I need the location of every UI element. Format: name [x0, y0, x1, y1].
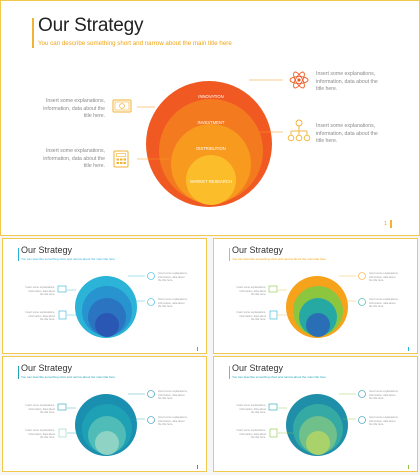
atom-icon	[358, 272, 366, 280]
thumb-subtitle: You can describe something short and nar…	[232, 257, 326, 261]
layer-label: MARKET RESEARCH	[190, 179, 232, 184]
title-accent-bar	[229, 248, 230, 261]
left-description-2: Insert some explanations, information, d…	[25, 429, 55, 440]
right-description-1: Insert some explanations, information, d…	[316, 71, 378, 93]
thumb-title: Our Strategy	[232, 363, 284, 373]
right-description-2: Insert some explanations, information, d…	[158, 416, 188, 427]
page-accent-bar	[390, 220, 392, 228]
thumb-title: Our Strategy	[232, 245, 284, 255]
page-accent-bar	[197, 465, 198, 469]
thumb-subtitle: You can describe something short and nar…	[232, 375, 326, 379]
money-icon	[57, 403, 67, 411]
title-accent-bar	[18, 366, 19, 379]
left-description-2: Insert some explanations, information, d…	[25, 311, 55, 322]
thumb-diagram	[57, 390, 155, 456]
thumb-subtitle: You can describe something short and nar…	[21, 375, 115, 379]
left-description-1: Insert some explanations, information, d…	[25, 286, 55, 297]
thumb-diagram	[268, 390, 366, 456]
thumbnail-teal[interactable]: Our Strategy You can describe something …	[2, 356, 207, 472]
page-accent-bar	[408, 347, 409, 351]
left-description-1: Insert some explanations, information, d…	[236, 404, 266, 415]
right-description-2: Insert some explanations, information, d…	[158, 298, 188, 309]
calculator-icon	[269, 310, 278, 320]
page-accent-bar	[197, 347, 198, 351]
thumbnail-green-teal[interactable]: Our Strategy You can describe something …	[213, 356, 418, 472]
right-description-2: Insert some explanations, information, d…	[369, 298, 399, 309]
thumbnail-blue[interactable]: Our Strategy You can describe something …	[2, 238, 207, 354]
left-description-1: Insert some explanations, information, d…	[25, 404, 55, 415]
thumb-title: Our Strategy	[21, 363, 73, 373]
title-accent-bar	[32, 18, 34, 48]
left-description-1: Insert some explanations, information, d…	[236, 286, 266, 297]
layer-label: DISTRIBUTION	[196, 146, 226, 151]
right-description-2: Insert some explanations, information, d…	[369, 416, 399, 427]
calculator-icon	[58, 428, 67, 438]
right-description-1: Insert some explanations, information, d…	[369, 390, 399, 401]
right-description-1: Insert some explanations, information, d…	[369, 272, 399, 283]
slide-title: Our Strategy	[38, 15, 144, 36]
hierarchy-icon	[147, 298, 155, 306]
slide-subtitle: You can describe something short and nar…	[38, 40, 232, 47]
hierarchy-icon	[287, 119, 311, 142]
left-description-2: Insert some explanations, information, d…	[43, 148, 105, 170]
thumb-diagram	[57, 272, 155, 338]
right-description-1: Insert some explanations, information, d…	[158, 272, 188, 283]
atom-icon	[147, 272, 155, 280]
main-slide[interactable]: Our Strategy You can describe something …	[0, 0, 420, 236]
hierarchy-icon	[358, 298, 366, 306]
right-description-2: Insert some explanations, information, d…	[316, 123, 378, 145]
atom-icon	[289, 71, 309, 89]
title-accent-bar	[18, 248, 19, 261]
left-description-1: Insert some explanations, information, d…	[43, 98, 105, 120]
thumb-subtitle: You can describe something short and nar…	[21, 257, 115, 261]
thumbnail-orange-blue[interactable]: Our Strategy You can describe something …	[213, 238, 418, 354]
calculator-icon	[58, 310, 67, 320]
atom-icon	[147, 390, 155, 398]
thumb-title: Our Strategy	[21, 245, 73, 255]
layer-market-research	[186, 155, 236, 205]
page-number: 1	[384, 221, 388, 227]
money-icon	[268, 285, 278, 293]
left-description-2: Insert some explanations, information, d…	[236, 311, 266, 322]
left-description-2: Insert some explanations, information, d…	[236, 429, 266, 440]
money-icon	[268, 403, 278, 411]
right-description-1: Insert some explanations, information, d…	[158, 390, 188, 401]
hierarchy-icon	[147, 416, 155, 424]
calculator-icon	[269, 428, 278, 438]
atom-icon	[358, 390, 366, 398]
page-accent-bar	[408, 465, 409, 469]
layer-label: INNOVATION	[198, 94, 223, 99]
money-icon	[112, 99, 132, 113]
layer-label: INVESTMENT	[198, 120, 225, 125]
title-accent-bar	[229, 366, 230, 379]
strategy-diagram: INNOVATION INVESTMENT DISTRIBUTION MARKE…	[112, 71, 311, 207]
hierarchy-icon	[358, 416, 366, 424]
calculator-icon	[113, 150, 129, 168]
thumb-diagram	[268, 272, 366, 338]
money-icon	[57, 285, 67, 293]
